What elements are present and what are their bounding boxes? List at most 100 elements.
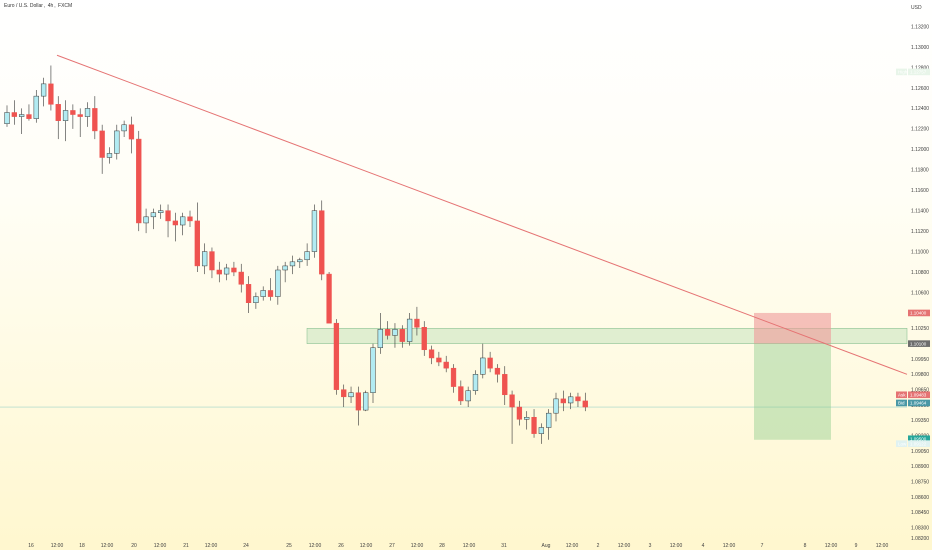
y-tick-label: 1.11200 [911,229,929,235]
candle-up [524,417,530,420]
ask-price-tag-bg [908,391,930,399]
candle-down [209,251,215,271]
candle-down [128,124,135,140]
candle-down [341,389,347,398]
candle-down [355,392,362,411]
candle-down [187,216,193,222]
x-tick-label: 12:00 [876,543,889,549]
candle-down [172,220,179,226]
x-tick-label: 12:00 [566,543,579,549]
x-tick-label: 12:00 [723,543,736,549]
high-tag: 1.12757 [910,70,927,75]
y-tick-label: 1.08450 [911,510,929,516]
y-tick-label: 1.11600 [911,188,929,194]
low-tag-caption-bg [896,440,907,447]
candle-down [436,357,442,363]
y-tick-label: 1.11800 [911,168,929,174]
x-tick-label: 16 [28,543,34,549]
y-tick-label: 1.12800 [911,65,929,71]
candle-down [48,83,54,105]
candle-up [223,267,230,275]
candle-up [472,374,479,391]
candle-down [531,417,537,434]
candle-up [377,329,383,348]
y-tick-label: 1.08900 [911,464,929,470]
y-tick-label: 1.10250 [911,326,929,332]
candle-down [384,329,391,336]
candle-down [494,367,501,375]
high-tag-caption: High [898,70,908,75]
x-tick-label: 12:00 [205,543,218,549]
candle-down [333,322,340,390]
candle-down [516,406,523,420]
candle-down [443,361,449,369]
x-tick-label: 4 [702,543,705,549]
symbol-legend: Euro / U.S. Dollar, 4h, FXCM [4,3,73,9]
candle-up [392,329,398,336]
candle-down [136,138,142,224]
y-tick-label: 1.11400 [911,208,929,214]
high-tag-bg [908,68,930,76]
candle-down [582,400,588,408]
y-tick-label: 1.08300 [911,526,929,532]
bid-price-tag-bg [908,399,930,407]
low-tag-caption: Low [898,441,907,446]
exchange: FXCM [58,3,73,9]
legend-separator: , [54,3,58,9]
y-tick-label: 1.09050 [911,449,929,455]
candle-down [26,114,32,119]
x-tick-label: 27 [389,543,395,549]
bid-price-tag: 1.09464 [910,401,927,406]
candle-up [158,210,164,213]
low-tag-bg [908,440,930,447]
candle-up [465,390,471,402]
symbol-name: Euro / U.S. Dollar [4,3,43,9]
x-tick-label: Aug [542,543,551,549]
candle-up [480,357,486,375]
candle-down [450,367,457,387]
x-tick-label: 26 [338,543,344,549]
candle-up [546,412,552,428]
y-tick-label: 1.08600 [911,495,929,501]
x-tick-label: 24 [243,543,249,549]
x-tick-label: 21 [183,543,189,549]
candle-down [267,290,274,297]
candle-up [553,398,559,414]
candle-up [121,124,127,132]
x-tick-label: 12:00 [154,543,167,549]
y-tick-label: 1.09800 [911,372,929,378]
candle-up [150,212,157,218]
y-tick-label: 1.09350 [911,418,929,424]
x-tick-label: 12:00 [51,543,64,549]
timeframe: 4h [47,3,54,9]
candle-up [282,265,288,271]
x-tick-label: 9 [855,543,858,549]
candle-down [428,349,435,359]
candle-down [487,357,493,369]
candle-down [70,110,76,115]
y-tick-label: 1.10600 [911,290,929,296]
y-tick-label: 1.10800 [911,270,929,276]
y-tick-label: 1.13200 [911,24,929,30]
time-axis-bg [0,540,932,550]
bid-price-tag-caption-bg [896,399,907,407]
candle-down [165,210,171,222]
stop-price-tag-bg [908,309,930,317]
entry-price-tag: 1.10100 [910,341,927,346]
y-tick-label: 1.08750 [911,480,929,486]
x-tick-label: 25 [286,543,292,549]
candle-down [399,329,405,342]
candle-up [18,114,25,117]
x-tick-label: 2 [597,543,600,549]
candle-down [194,220,200,267]
high-tag-caption-bg [896,68,907,76]
candle-down [319,210,325,275]
candle-up [260,290,266,297]
x-tick-label: 12:00 [360,543,373,549]
y-tick-label: 1.08200 [911,536,929,542]
target-price-tag-bg [908,435,930,443]
candle-down [414,318,420,328]
stop-loss-area [754,312,831,344]
